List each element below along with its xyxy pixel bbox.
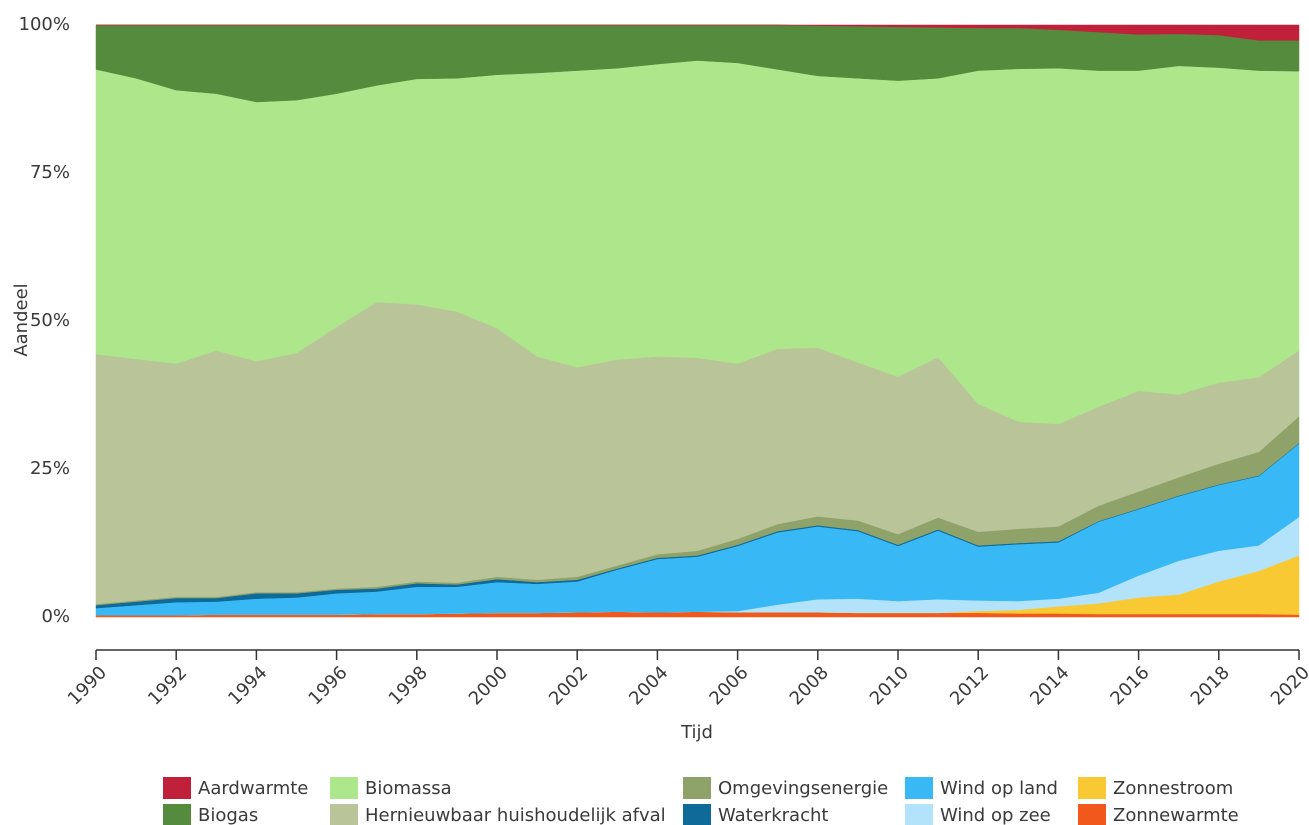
area xyxy=(96,24,1300,41)
legend-swatch xyxy=(1078,777,1106,799)
legend-label: Wind op zee xyxy=(940,805,1051,825)
legend-label: Zonnewarmte xyxy=(1113,805,1239,825)
x-tick-label: 2006 xyxy=(705,662,752,709)
y-axis-title: Aandeel xyxy=(11,283,32,356)
legend-label: Omgevingsenergie xyxy=(718,778,888,799)
y-tick-label: 75% xyxy=(30,162,70,183)
x-tick-label: 2004 xyxy=(625,662,672,709)
legend-swatch xyxy=(163,777,191,799)
legend-swatch xyxy=(330,804,358,825)
legend-label: Wind op land xyxy=(940,778,1058,799)
legend-label: Biogas xyxy=(198,805,258,825)
x-tick-label: 1992 xyxy=(144,662,191,709)
x-tick-label: 1998 xyxy=(385,662,432,709)
legend-label: Biomassa xyxy=(365,778,452,799)
legend-swatch xyxy=(905,777,933,799)
legend-swatch xyxy=(330,777,358,799)
y-tick-label: 25% xyxy=(30,458,70,479)
legend-label: Hernieuwbaar huishoudelijk afval xyxy=(365,805,666,825)
legend-swatch xyxy=(163,804,191,825)
x-tick-label: 2016 xyxy=(1106,662,1153,709)
x-tick-label: 2014 xyxy=(1026,662,1073,709)
legend-swatch xyxy=(683,804,711,825)
x-tick-label: 1996 xyxy=(304,662,351,709)
legend-label: Waterkracht xyxy=(718,805,828,825)
x-tick-label: 2002 xyxy=(545,662,592,709)
legend-swatch xyxy=(905,804,933,825)
x-tick-label: 2018 xyxy=(1187,662,1234,709)
y-tick-label: 100% xyxy=(19,14,70,35)
legend-swatch xyxy=(683,777,711,799)
x-tick-label: 1990 xyxy=(64,662,111,709)
x-tick-label: 2010 xyxy=(866,662,913,709)
y-tick-label: 0% xyxy=(41,606,70,627)
legend-label: Zonnestroom xyxy=(1113,778,1233,799)
y-tick-label: 50% xyxy=(30,310,70,331)
x-tick-label: 2012 xyxy=(946,662,993,709)
legend-label: Aardwarmte xyxy=(198,778,308,799)
x-tick-label: 2020 xyxy=(1267,662,1309,709)
x-axis-title: Tijd xyxy=(680,722,713,743)
x-tick-label: 1994 xyxy=(224,662,271,709)
x-tick-label: 2008 xyxy=(786,662,833,709)
x-tick-label: 2000 xyxy=(465,662,512,709)
legend-swatch xyxy=(1078,804,1106,825)
